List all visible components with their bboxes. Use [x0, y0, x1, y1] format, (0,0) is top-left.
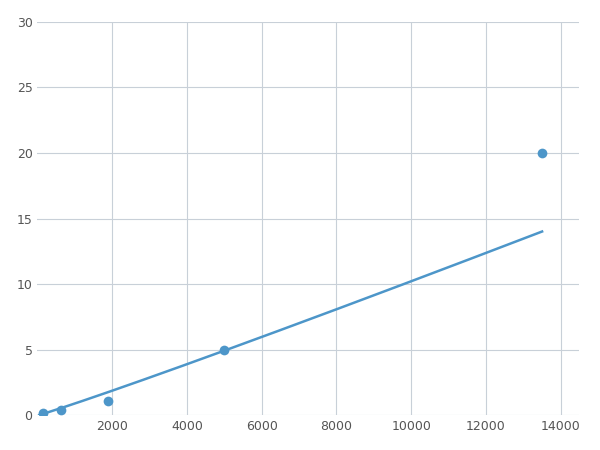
- Point: [56, 407, 65, 414]
- Point: [103, 397, 112, 405]
- Point: [220, 346, 229, 353]
- Point: [538, 149, 547, 157]
- Point: [38, 409, 48, 416]
